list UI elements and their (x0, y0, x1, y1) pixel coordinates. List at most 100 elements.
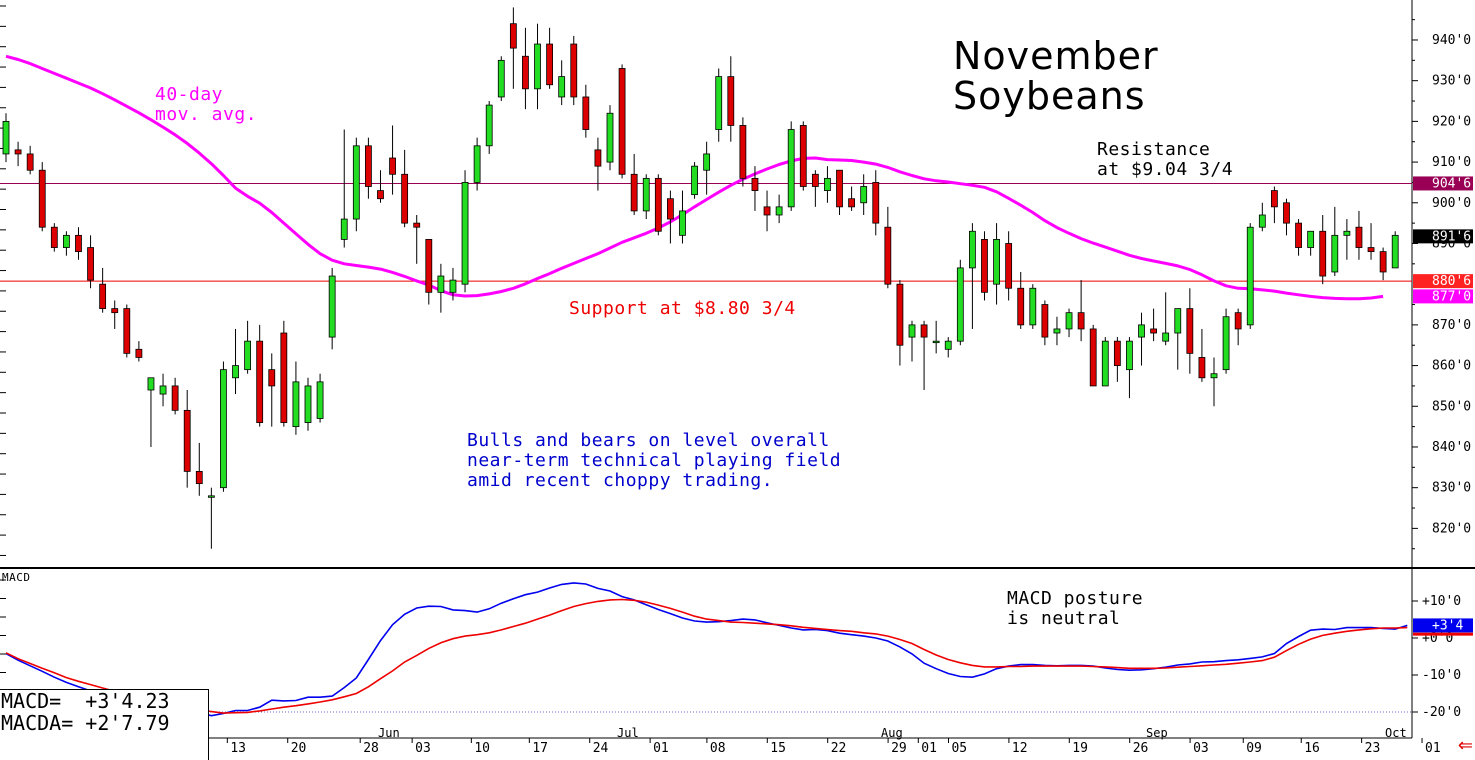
candle (654, 177, 662, 232)
ma-tag-box (1413, 289, 1473, 304)
macd-tag-text: +3'4 (1432, 618, 1463, 633)
candle (171, 385, 179, 411)
candle (401, 173, 409, 224)
macd-value: MACD= +3'4.23 (1, 689, 170, 713)
candle (667, 198, 674, 220)
price-tick-label: 870'0 (1432, 318, 1471, 333)
month-label: Jun (378, 726, 400, 740)
candle (1234, 312, 1242, 330)
candle (425, 239, 433, 293)
candle (99, 283, 107, 309)
candle (811, 173, 819, 187)
candle (703, 153, 711, 171)
candle (1029, 287, 1037, 326)
chart-title: November Soybeans (953, 34, 1159, 118)
candle (1222, 316, 1230, 371)
candle (280, 332, 288, 423)
candle (111, 308, 119, 314)
candle (1319, 230, 1327, 277)
candle (1379, 251, 1387, 273)
candle (824, 177, 831, 191)
date-label: 13 (230, 741, 246, 756)
date-label: 09 (1246, 741, 1262, 756)
candle (1077, 312, 1085, 330)
resistance-tag-box (1413, 176, 1473, 191)
date-label: 01 (653, 741, 669, 756)
macd-readout: MACD= +3'4.23 MACDA= +2'7.79 (0, 689, 209, 760)
price-tick-label: 920'0 (1432, 114, 1471, 129)
date-label: 05 (951, 741, 967, 756)
date-label: 01 (921, 741, 937, 756)
candle (183, 409, 191, 472)
price-tick-label: 860'0 (1432, 359, 1471, 374)
month-label: Aug (881, 726, 903, 740)
candle (26, 153, 34, 171)
candle (63, 234, 70, 248)
candle (969, 230, 976, 269)
candle (485, 104, 493, 147)
price-tick-label: 850'0 (1432, 399, 1471, 414)
candle (147, 377, 155, 391)
date-label: 12 (1012, 741, 1028, 756)
candle (461, 182, 469, 285)
month-label: Oct (1385, 726, 1407, 740)
candle (679, 210, 686, 236)
candle (872, 182, 880, 224)
macd-series-macd (5, 582, 1408, 717)
candle (836, 169, 843, 208)
date-label: 26 (1133, 741, 1149, 756)
candle (1101, 340, 1109, 387)
date-label: 29 (891, 741, 907, 756)
date-label: 10 (474, 741, 490, 756)
candle (220, 369, 227, 489)
candle (630, 173, 638, 212)
candle (1150, 328, 1157, 334)
candle (437, 275, 445, 293)
candle (1005, 243, 1013, 289)
candle (1295, 222, 1302, 248)
candle (1198, 357, 1206, 379)
candle (848, 198, 855, 208)
candle (232, 365, 239, 379)
candle (497, 59, 505, 98)
ma-tag-text: 877'0 (1432, 289, 1471, 304)
candle (292, 381, 300, 428)
candle (582, 96, 590, 130)
last-price-tag-text: 891'6 (1432, 229, 1471, 244)
candle (123, 308, 131, 354)
macd-series-macda (5, 598, 1408, 714)
resistance-label: Resistance at $9.04 3/4 (1097, 139, 1234, 180)
candle (1283, 202, 1290, 224)
candle (1391, 234, 1399, 269)
candle (268, 369, 276, 387)
macd-panel-title: MACD (2, 571, 31, 584)
candle (87, 247, 94, 281)
left-arrow-icon[interactable]: ⇐ (1457, 735, 1473, 756)
macd-tick-label: -20'0 (1422, 705, 1461, 720)
candle (1065, 312, 1073, 330)
candle (509, 23, 517, 49)
candle (775, 206, 783, 216)
candle (1053, 328, 1061, 334)
candle (534, 43, 541, 90)
commentary-note: Bulls and bears on level overall near-te… (467, 430, 842, 491)
date-label: 20 (291, 741, 307, 756)
candle (75, 234, 82, 253)
candle (1174, 308, 1182, 334)
candle (1210, 373, 1218, 379)
candle (50, 226, 58, 248)
candle (2, 120, 10, 155)
candle (328, 275, 336, 338)
candle (1138, 324, 1145, 338)
support-tag-box (1413, 274, 1473, 289)
candle (715, 76, 723, 130)
price-tick-label: 910'0 (1432, 155, 1471, 170)
last-price-tag-box (1413, 229, 1473, 244)
date-label: 16 (1304, 741, 1320, 756)
candle (364, 145, 372, 187)
candle (1126, 340, 1133, 371)
candle (1355, 226, 1363, 248)
resistance-tag-text: 904'6 (1432, 176, 1471, 191)
candle (1246, 226, 1254, 326)
